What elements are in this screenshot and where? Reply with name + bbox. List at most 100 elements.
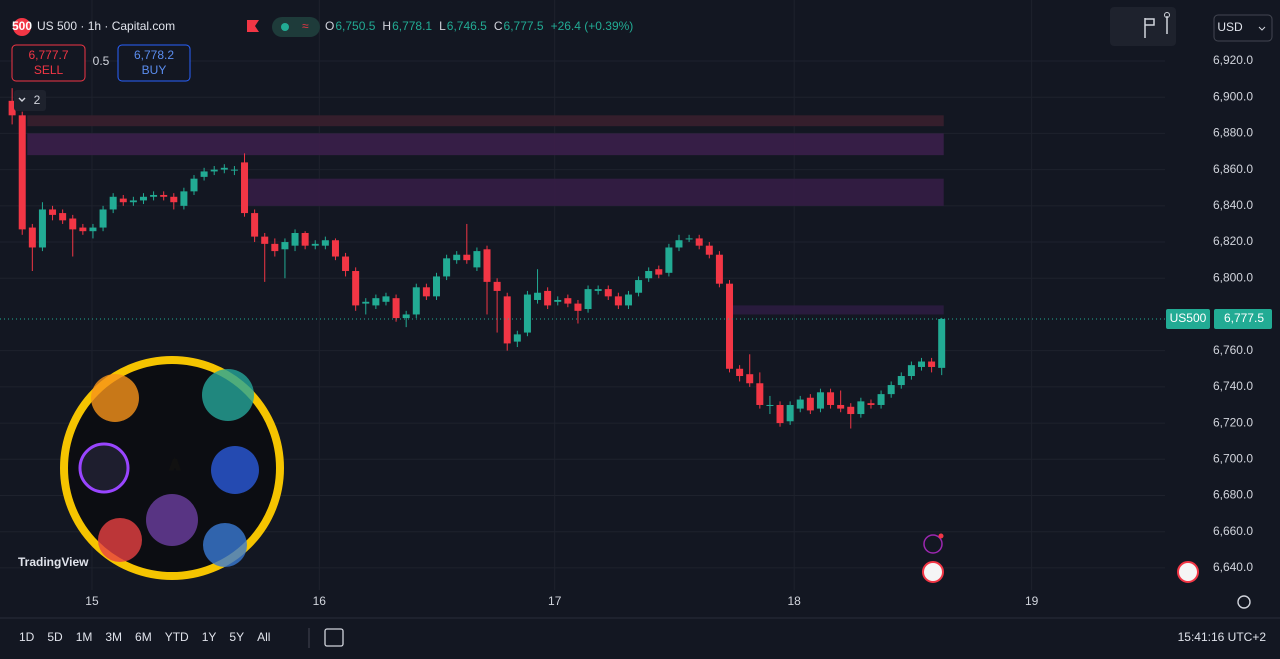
candle-body — [766, 404, 774, 406]
symbol-title[interactable]: US 500 · 1h · Capital.com — [37, 19, 175, 33]
date-range-icon[interactable] — [324, 628, 344, 647]
timeframe-button[interactable]: 6M — [135, 630, 152, 644]
timeframes: 1D 5D 1M 3M 6M YTD 1Y 5Y All — [19, 630, 270, 644]
candle-body — [89, 227, 97, 232]
candle-body — [675, 240, 683, 248]
x-tick-label: 19 — [1025, 594, 1039, 608]
logo-coin — [146, 494, 198, 546]
candle-body — [220, 167, 228, 170]
candle-body — [837, 404, 845, 409]
candle-body — [321, 240, 329, 246]
candle-body — [796, 399, 804, 409]
x-tick-label: 17 — [548, 594, 562, 608]
candle-body — [513, 334, 521, 342]
zone — [27, 115, 944, 127]
candle-body — [160, 194, 168, 197]
candle-body — [584, 289, 592, 310]
status-pill[interactable] — [272, 17, 320, 37]
sell-label: SELL — [34, 63, 64, 77]
candle-body — [99, 209, 107, 228]
candle-body — [877, 394, 885, 405]
candle-body — [917, 361, 925, 367]
drawing-toolbar[interactable] — [1110, 7, 1176, 46]
indicator-toggle[interactable] — [14, 90, 46, 111]
ohlc-value: 6,777.5 — [504, 19, 544, 33]
zone — [242, 178, 944, 206]
candle-body — [867, 403, 875, 405]
ohlc-key: O — [325, 19, 334, 33]
sell-button[interactable]: 6,777.7 SELL — [11, 44, 86, 82]
candle-body — [412, 287, 420, 315]
timeframe-button[interactable]: All — [257, 630, 270, 644]
y-tick-label: 6,700.0 — [1213, 451, 1253, 465]
indicator-count: 2 — [34, 93, 41, 107]
candle-body — [59, 213, 67, 221]
ohlc-value: 6,778.1 — [392, 19, 432, 33]
ohlc-key: H — [382, 19, 391, 33]
us-event-icon[interactable] — [1177, 561, 1199, 583]
buy-price: 6,778.2 — [134, 48, 174, 62]
currency-label: USD — [1217, 20, 1243, 34]
candle-body — [523, 294, 531, 333]
timeframe-button[interactable]: 1Y — [202, 630, 217, 644]
timeframe-button[interactable]: 3M — [105, 630, 122, 644]
timeframe-button[interactable]: 1D — [19, 630, 35, 644]
ohlc-key: C — [494, 19, 503, 33]
x-tick-label: 18 — [788, 594, 802, 608]
y-tick-label: 6,860.0 — [1213, 162, 1253, 176]
x-tick-label: 15 — [85, 594, 99, 608]
timeframe-button[interactable]: 1M — [76, 630, 93, 644]
candle-body — [241, 162, 249, 214]
event-icon[interactable] — [923, 534, 943, 554]
candle-body — [109, 196, 117, 210]
candle-body — [594, 289, 602, 291]
settings-icon[interactable] — [1237, 595, 1251, 609]
candle-body — [392, 298, 400, 319]
sell-box[interactable] — [11, 44, 86, 82]
currency-select[interactable] — [1213, 14, 1273, 42]
candle-body — [18, 115, 26, 230]
candle-body — [665, 247, 673, 273]
chevron — [18, 97, 26, 102]
candle-body — [473, 251, 481, 268]
timeframe-button[interactable]: 5D — [47, 630, 63, 644]
candle-body — [372, 298, 380, 306]
buy-button[interactable]: 6,778.2 BUY — [117, 44, 191, 82]
candle-body — [726, 283, 734, 369]
symbol-label-box — [1166, 308, 1210, 329]
candle-body — [806, 397, 814, 411]
zone — [727, 305, 944, 315]
symbol-icon-text: 500 — [12, 19, 32, 33]
ohlc-value: 6,750.5 — [335, 19, 375, 33]
zone — [27, 133, 944, 156]
candle-body — [827, 392, 835, 405]
us-event-icon[interactable] — [922, 561, 944, 583]
y-tick-label: 6,840.0 — [1213, 198, 1253, 212]
candle-body — [847, 406, 855, 415]
logo-coin — [98, 518, 142, 562]
price-label: 6,777.5 — [1224, 311, 1264, 325]
timeframe-button[interactable]: 5Y — [229, 630, 244, 644]
y-tick-label: 6,740.0 — [1213, 379, 1253, 393]
candle-body — [150, 194, 158, 197]
flag-icon[interactable] — [247, 20, 259, 32]
logo: A — [60, 356, 284, 580]
candle-body — [897, 376, 905, 386]
y-tick-label: 6,880.0 — [1213, 126, 1253, 140]
candle-body — [79, 227, 87, 232]
candle-body — [645, 271, 653, 279]
candle-body — [483, 249, 491, 282]
candle-body — [746, 374, 754, 384]
y-tick-label: 6,900.0 — [1213, 89, 1253, 103]
candle-body — [261, 236, 269, 244]
candle-body — [463, 254, 471, 261]
candle-body — [786, 404, 794, 422]
timeframe-button[interactable]: YTD — [165, 630, 189, 644]
candle-body — [139, 196, 147, 201]
watermark: TradingView — [18, 555, 89, 569]
candle-body — [443, 258, 451, 277]
chevron — [1258, 26, 1266, 31]
candle-body — [352, 271, 360, 306]
buy-box[interactable] — [117, 44, 191, 82]
candle-body — [49, 209, 57, 215]
